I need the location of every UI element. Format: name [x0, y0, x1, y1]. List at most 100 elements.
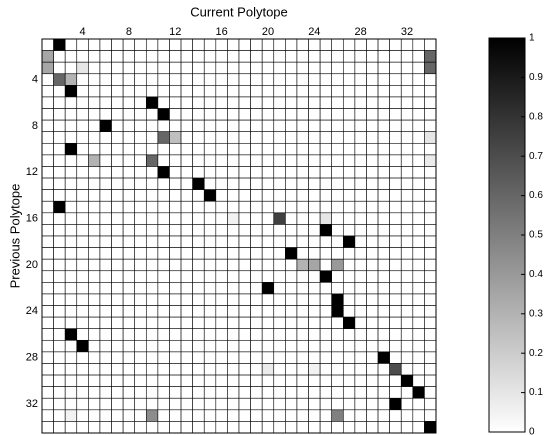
heatmap-cell: [215, 189, 228, 202]
heatmap-cell: [157, 119, 170, 133]
heatmap-cell: [273, 119, 286, 133]
heatmap-cell: [377, 247, 390, 260]
heatmap-cell: [354, 363, 367, 376]
heatmap-cell: [157, 258, 170, 272]
heatmap-cell: [424, 131, 437, 144]
heatmap-cell: [308, 247, 321, 260]
heatmap-cell: [88, 96, 101, 109]
heatmap-cell: [285, 305, 298, 318]
heatmap-cell: [99, 374, 112, 387]
heatmap-cell: [192, 316, 205, 330]
heatmap-cell: [389, 224, 402, 237]
heatmap-cell: [273, 96, 286, 109]
heatmap-cell: [203, 119, 217, 133]
heatmap-cell: [203, 397, 217, 411]
heatmap-cell: [296, 200, 309, 214]
heatmap-cell: [134, 305, 147, 318]
heatmap-cell: [180, 421, 193, 434]
heatmap-cell: [99, 119, 112, 133]
heatmap-cell: [319, 189, 333, 202]
heatmap-cell: [53, 96, 66, 109]
heatmap-cell: [41, 421, 54, 434]
heatmap-cell: [41, 61, 54, 75]
heatmap-cell: [145, 200, 159, 214]
heatmap-cell: [192, 374, 205, 387]
heatmap-cell: [308, 131, 321, 144]
heatmap-cell: [145, 328, 159, 341]
heatmap-cell: [99, 189, 112, 202]
heatmap-cell: [308, 212, 321, 225]
heatmap-cell: [215, 374, 228, 387]
heatmap-cell: [203, 142, 217, 156]
heatmap-cell: [192, 339, 205, 353]
heatmap-cell: [400, 282, 414, 295]
heatmap-cell: [203, 282, 217, 295]
heatmap-cell: [41, 131, 54, 144]
heatmap-cell: [53, 409, 66, 422]
heatmap-cell: [169, 131, 182, 144]
heatmap-cell: [377, 270, 390, 283]
heatmap-cell: [354, 421, 367, 434]
heatmap-cell: [227, 61, 240, 75]
heatmap-cell: [366, 421, 379, 434]
heatmap-cell: [203, 339, 217, 353]
heatmap-cell: [366, 177, 379, 190]
heatmap-cell: [76, 166, 89, 179]
heatmap-cell: [122, 374, 136, 387]
heatmap-cell: [41, 200, 54, 214]
heatmap-cell: [412, 200, 425, 214]
heatmap-cell: [157, 200, 170, 214]
heatmap-cell: [203, 316, 217, 330]
heatmap-cell: [296, 409, 309, 422]
heatmap-cell: [400, 85, 414, 98]
heatmap-cell: [88, 50, 101, 63]
heatmap-cell: [319, 154, 333, 167]
heatmap-cell: [53, 305, 66, 318]
heatmap-cell: [354, 96, 367, 109]
heatmap-cell: [41, 38, 54, 51]
heatmap-cell: [203, 351, 217, 364]
heatmap-cell: [169, 421, 182, 434]
heatmap-cell: [145, 293, 159, 306]
heatmap-cell: [308, 351, 321, 364]
heatmap-cell: [238, 177, 251, 190]
heatmap-cell: [227, 189, 240, 202]
heatmap-cell: [99, 305, 112, 318]
heatmap-cell: [99, 316, 112, 330]
colorbar-tick-label: 0.4: [529, 269, 543, 280]
heatmap-cell: [157, 316, 170, 330]
heatmap-cell: [285, 154, 298, 167]
heatmap-cell: [296, 363, 309, 376]
heatmap-cell: [273, 339, 286, 353]
heatmap-cell: [250, 421, 263, 434]
heatmap-cell: [296, 247, 309, 260]
heatmap-cell: [296, 258, 309, 272]
heatmap-cell: [261, 316, 275, 330]
heatmap-cell: [122, 316, 136, 330]
heatmap-cell: [111, 258, 124, 272]
heatmap-cell: [76, 293, 89, 306]
heatmap-cell: [296, 293, 309, 306]
heatmap-cell: [389, 73, 402, 86]
heatmap-cell: [53, 316, 66, 330]
heatmap-cell: [308, 73, 321, 86]
heatmap-cell: [424, 363, 437, 376]
heatmap-cell: [389, 50, 402, 63]
heatmap-cell: [354, 409, 367, 422]
heatmap-cell: [111, 154, 124, 167]
heatmap-cell: [215, 328, 228, 341]
heatmap-cell: [377, 85, 390, 98]
heatmap-cell: [238, 166, 251, 179]
heatmap-cell: [122, 189, 136, 202]
heatmap-cell: [227, 212, 240, 225]
heatmap-cell: [99, 154, 112, 167]
heatmap-cell: [41, 96, 54, 109]
heatmap-cell: [111, 247, 124, 260]
heatmap-cell: [389, 142, 402, 156]
heatmap-cell: [64, 386, 78, 399]
heatmap-cell: [88, 421, 101, 434]
heatmap-cell: [412, 50, 425, 63]
heatmap-cell: [203, 258, 217, 272]
heatmap-cell: [53, 282, 66, 295]
heatmap-cell: [308, 397, 321, 411]
